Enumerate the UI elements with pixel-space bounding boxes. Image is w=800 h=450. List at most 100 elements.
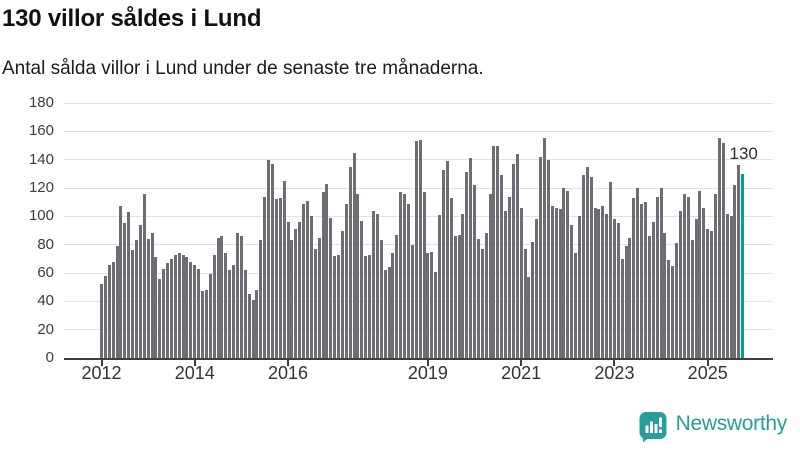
bar	[465, 172, 469, 358]
bar	[329, 217, 333, 358]
bar	[375, 213, 379, 358]
bar	[356, 193, 360, 358]
bar	[298, 222, 302, 358]
bar	[655, 196, 659, 358]
bar	[267, 159, 271, 358]
bar	[562, 188, 566, 358]
gridline	[64, 130, 773, 132]
gridline	[64, 159, 773, 161]
bar	[632, 197, 636, 358]
bar	[309, 216, 313, 358]
bar	[624, 246, 628, 358]
bar	[337, 254, 341, 358]
bar	[589, 176, 593, 358]
bar	[177, 253, 181, 358]
bar	[721, 142, 725, 358]
bar	[461, 213, 465, 358]
bar	[430, 251, 434, 358]
gridline	[64, 300, 773, 302]
bar	[410, 244, 414, 358]
bar	[469, 158, 473, 358]
bar	[236, 233, 239, 358]
bar	[111, 261, 115, 358]
bar	[278, 197, 282, 358]
bar	[403, 193, 407, 358]
bar	[406, 203, 410, 358]
bar	[150, 233, 154, 358]
bar	[706, 229, 710, 358]
bar	[317, 237, 321, 358]
bar	[612, 219, 616, 358]
bar	[372, 210, 376, 358]
bar	[667, 260, 671, 358]
bar	[729, 216, 733, 358]
bar	[189, 261, 193, 358]
bar	[193, 264, 197, 358]
x-axis-tick-label: 2012	[81, 363, 122, 383]
bar	[173, 254, 177, 358]
bar	[527, 277, 531, 358]
bar	[197, 268, 201, 358]
bar	[690, 240, 694, 358]
bar	[418, 139, 422, 358]
bar	[169, 258, 173, 358]
gridline	[64, 244, 773, 246]
bar	[636, 188, 640, 358]
x-axis-tick-mark	[613, 360, 616, 366]
bar	[441, 169, 445, 358]
y-axis-tick-label: 40	[37, 292, 54, 310]
bar	[492, 145, 496, 358]
gridline	[64, 272, 773, 274]
bar	[473, 185, 477, 358]
bar	[305, 200, 309, 358]
gridline	[64, 215, 773, 217]
bar	[134, 240, 138, 358]
x-axis-tick-label: 2014	[174, 363, 215, 383]
bar	[476, 239, 480, 358]
bar	[243, 270, 247, 358]
bar	[216, 237, 220, 358]
brand-wordmark: Newsworthy	[675, 412, 788, 435]
bar	[251, 299, 255, 358]
y-axis-tick-label: 100	[28, 207, 54, 225]
bar	[523, 248, 527, 358]
bar	[445, 161, 449, 358]
x-axis-tick-label: 2019	[407, 363, 448, 383]
bar	[484, 233, 488, 358]
bar	[383, 270, 387, 358]
bar	[570, 224, 574, 358]
bar	[220, 236, 224, 358]
bar	[717, 138, 721, 358]
bar	[395, 234, 399, 358]
bar	[321, 192, 325, 358]
x-axis-tick-label: 2016	[267, 363, 309, 383]
bar	[201, 291, 205, 358]
bar	[333, 256, 337, 358]
bar	[379, 240, 383, 358]
bar	[601, 206, 605, 358]
bar	[399, 192, 403, 358]
bar	[158, 278, 162, 358]
bar	[515, 154, 519, 358]
x-axis-tick-label: 2023	[594, 363, 635, 383]
bar	[103, 275, 107, 358]
bar	[647, 236, 651, 358]
bar	[511, 163, 515, 358]
bar	[651, 222, 655, 358]
bar	[488, 193, 492, 358]
bar	[247, 294, 251, 358]
gridline	[64, 329, 773, 331]
x-axis-tick-mark	[100, 360, 103, 366]
bar	[232, 264, 236, 358]
bar	[597, 209, 601, 358]
y-axis-tick-label: 0	[45, 349, 54, 366]
highlighted-bar	[741, 173, 745, 358]
bar	[496, 145, 500, 358]
gridline	[64, 102, 773, 104]
bar	[500, 175, 504, 358]
bar	[616, 223, 620, 358]
bar	[138, 224, 142, 358]
last-value-label: 130	[729, 143, 758, 163]
bar	[605, 213, 609, 358]
